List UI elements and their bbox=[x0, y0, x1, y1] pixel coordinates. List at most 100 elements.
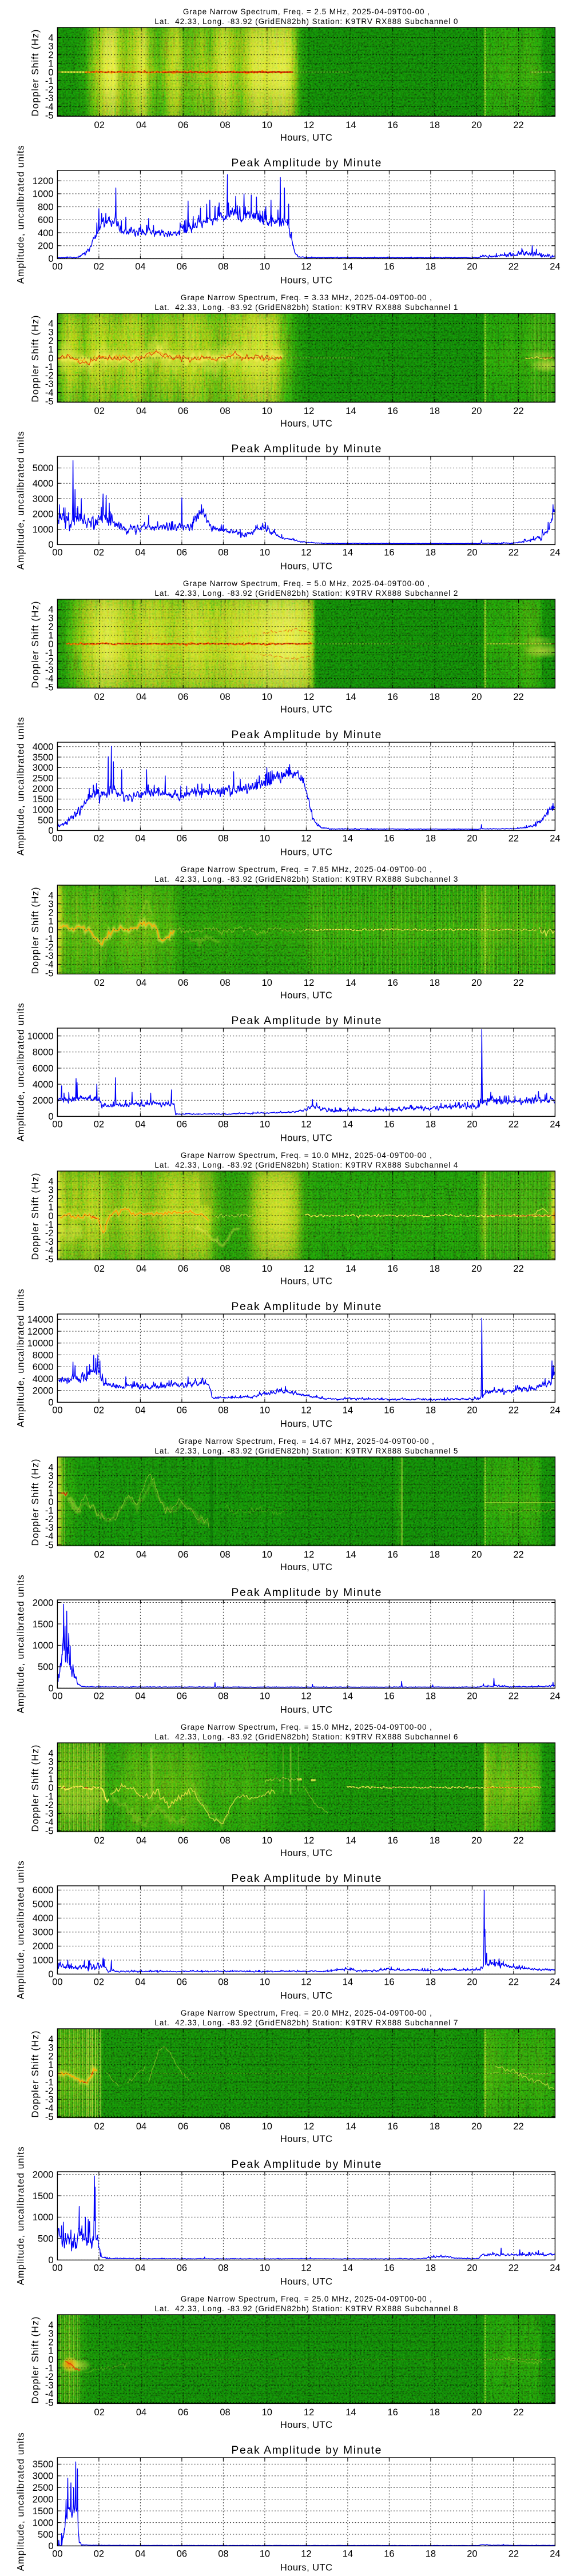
svg-text:08: 08 bbox=[220, 2407, 230, 2418]
svg-text:24: 24 bbox=[550, 548, 560, 558]
svg-text:4: 4 bbox=[48, 1176, 53, 1187]
svg-text:16: 16 bbox=[387, 120, 398, 130]
svg-text:16: 16 bbox=[387, 1836, 398, 1846]
svg-text:18: 18 bbox=[426, 834, 436, 844]
svg-text:0: 0 bbox=[48, 826, 53, 836]
svg-text:400: 400 bbox=[38, 228, 54, 238]
svg-text:06: 06 bbox=[178, 1836, 188, 1846]
svg-text:06: 06 bbox=[177, 1691, 187, 1702]
svg-text:16: 16 bbox=[387, 406, 398, 416]
svg-text:Amplitude, uncalibrated units: Amplitude, uncalibrated units bbox=[15, 2432, 26, 2571]
svg-text:08: 08 bbox=[218, 2549, 228, 2559]
svg-text:02: 02 bbox=[94, 120, 105, 130]
svg-text:22: 22 bbox=[513, 978, 523, 988]
svg-text:00: 00 bbox=[52, 548, 62, 558]
svg-text:10: 10 bbox=[262, 2121, 272, 2132]
svg-text:3000: 3000 bbox=[33, 1928, 54, 1938]
svg-text:500: 500 bbox=[38, 2530, 54, 2540]
svg-text:-1: -1 bbox=[45, 1791, 54, 1802]
svg-text:-3: -3 bbox=[45, 1523, 54, 1533]
svg-text:Doppler Shift (Hz): Doppler Shift (Hz) bbox=[30, 1459, 41, 1546]
svg-text:3: 3 bbox=[48, 2043, 53, 2053]
svg-text:18: 18 bbox=[430, 406, 440, 416]
svg-text:5000: 5000 bbox=[33, 1900, 54, 1910]
svg-text:18: 18 bbox=[426, 1120, 436, 1130]
svg-text:20: 20 bbox=[471, 2407, 482, 2418]
svg-text:20: 20 bbox=[467, 834, 477, 844]
svg-text:-3: -3 bbox=[45, 665, 54, 675]
svg-text:1500: 1500 bbox=[33, 2506, 54, 2517]
svg-text:04: 04 bbox=[135, 1406, 145, 1416]
svg-text:16: 16 bbox=[384, 1691, 394, 1702]
svg-text:3: 3 bbox=[48, 42, 53, 52]
svg-text:04: 04 bbox=[135, 2263, 145, 2274]
svg-text:-4: -4 bbox=[45, 2103, 54, 2113]
svg-text:18: 18 bbox=[426, 1977, 436, 1988]
svg-text:02: 02 bbox=[94, 1691, 104, 1702]
svg-text:18: 18 bbox=[430, 978, 440, 988]
svg-text:02: 02 bbox=[94, 978, 105, 988]
svg-text:Lat. 42.33, Long. -83.92 (Gri: Lat. 42.33, Long. -83.92 (GridEN82bh) St… bbox=[154, 2018, 458, 2027]
svg-text:4000: 4000 bbox=[33, 1374, 54, 1384]
svg-text:-1: -1 bbox=[45, 1220, 54, 1230]
svg-text:2000: 2000 bbox=[33, 509, 54, 520]
svg-text:12: 12 bbox=[301, 262, 311, 272]
svg-text:-4: -4 bbox=[45, 674, 54, 684]
svg-text:1000: 1000 bbox=[33, 1956, 54, 1966]
svg-text:10: 10 bbox=[260, 1120, 270, 1130]
svg-text:16: 16 bbox=[387, 2407, 398, 2418]
svg-text:Hours, UTC: Hours, UTC bbox=[280, 1991, 332, 2001]
svg-text:Doppler Shift (Hz): Doppler Shift (Hz) bbox=[30, 602, 41, 688]
svg-text:Doppler Shift (Hz): Doppler Shift (Hz) bbox=[30, 2317, 41, 2404]
svg-text:Peak Amplitude by Minute: Peak Amplitude by Minute bbox=[231, 1014, 381, 1027]
svg-text:04: 04 bbox=[136, 2407, 146, 2418]
svg-text:08: 08 bbox=[218, 262, 228, 272]
svg-text:1000: 1000 bbox=[33, 524, 54, 535]
svg-text:14: 14 bbox=[343, 1406, 353, 1416]
svg-text:14000: 14000 bbox=[27, 1315, 54, 1325]
svg-text:0: 0 bbox=[48, 2355, 53, 2365]
svg-text:12: 12 bbox=[304, 1836, 314, 1846]
svg-text:-3: -3 bbox=[45, 951, 54, 961]
svg-text:-3: -3 bbox=[45, 2380, 54, 2391]
svg-text:08: 08 bbox=[218, 1120, 228, 1130]
svg-text:Grape Narrow Spectrum, Freq. =: Grape Narrow Spectrum, Freq. = 15.0 MHz,… bbox=[181, 1723, 432, 1731]
svg-text:8000: 8000 bbox=[33, 1048, 54, 1058]
svg-text:1: 1 bbox=[48, 917, 53, 927]
svg-text:20: 20 bbox=[471, 1550, 482, 1560]
svg-text:Grape Narrow Spectrum, Freq. =: Grape Narrow Spectrum, Freq. = 14.67 MHz… bbox=[178, 1437, 434, 1446]
svg-text:Peak Amplitude by Minute: Peak Amplitude by Minute bbox=[231, 2158, 381, 2171]
svg-text:1: 1 bbox=[48, 1203, 53, 1213]
svg-text:500: 500 bbox=[38, 1662, 54, 1673]
svg-text:1: 1 bbox=[48, 1488, 53, 1499]
svg-text:0: 0 bbox=[48, 639, 53, 650]
svg-text:10: 10 bbox=[262, 1550, 272, 1560]
svg-text:14: 14 bbox=[345, 1550, 356, 1560]
svg-text:08: 08 bbox=[218, 1406, 228, 1416]
svg-text:14: 14 bbox=[345, 1264, 356, 1274]
svg-text:22: 22 bbox=[513, 2121, 523, 2132]
svg-text:10000: 10000 bbox=[27, 1032, 54, 1042]
svg-text:18: 18 bbox=[426, 262, 436, 272]
svg-text:02: 02 bbox=[94, 548, 104, 558]
svg-text:Hours, UTC: Hours, UTC bbox=[280, 704, 332, 715]
svg-text:-5: -5 bbox=[45, 682, 54, 692]
svg-text:Grape Narrow Spectrum, Freq. =: Grape Narrow Spectrum, Freq. = 20.0 MHz,… bbox=[181, 2009, 432, 2017]
svg-text:20: 20 bbox=[467, 2263, 477, 2274]
svg-text:-2: -2 bbox=[45, 2372, 54, 2382]
svg-text:Lat. 42.33, Long. -83.92 (Gri: Lat. 42.33, Long. -83.92 (GridEN82bh) St… bbox=[154, 2304, 458, 2313]
svg-text:6000: 6000 bbox=[33, 1362, 54, 1372]
svg-text:10: 10 bbox=[260, 548, 270, 558]
svg-text:14: 14 bbox=[343, 2549, 353, 2559]
svg-text:00: 00 bbox=[52, 2263, 62, 2274]
svg-text:06: 06 bbox=[178, 1264, 188, 1274]
svg-text:2: 2 bbox=[48, 2338, 53, 2348]
svg-text:18: 18 bbox=[430, 2407, 440, 2418]
svg-text:20: 20 bbox=[471, 2121, 482, 2132]
svg-text:20: 20 bbox=[467, 1406, 477, 1416]
svg-text:-4: -4 bbox=[45, 1245, 54, 1256]
svg-text:3500: 3500 bbox=[33, 753, 54, 763]
svg-text:20: 20 bbox=[467, 548, 477, 558]
svg-text:00: 00 bbox=[52, 834, 62, 844]
svg-text:3000: 3000 bbox=[33, 494, 54, 504]
